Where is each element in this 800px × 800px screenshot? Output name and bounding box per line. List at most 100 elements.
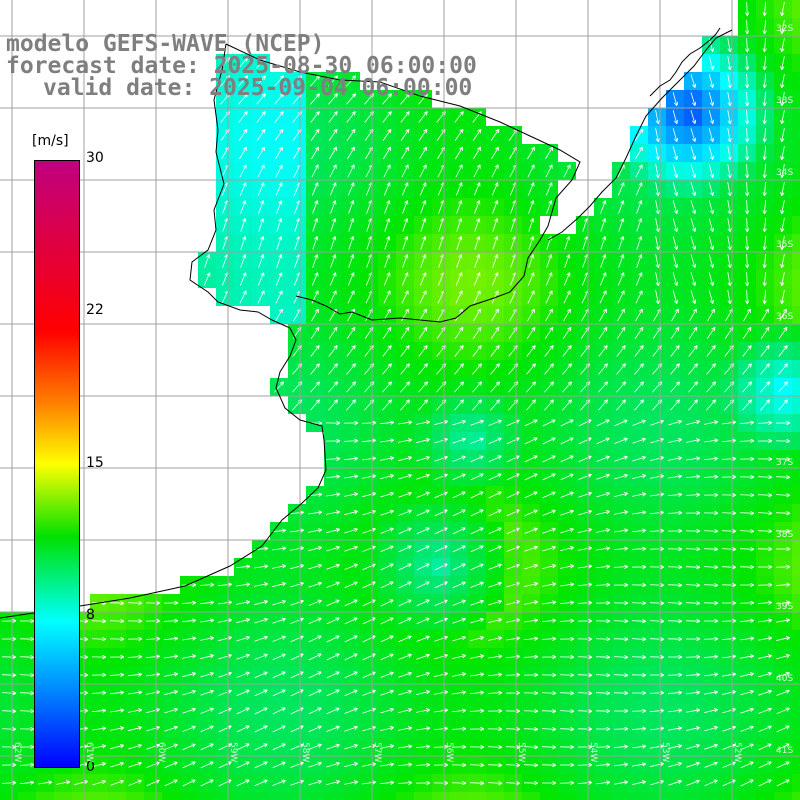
- wind-arrow: [382, 345, 392, 357]
- wind-arrow: [488, 581, 502, 588]
- wind-arrow: [472, 381, 483, 393]
- wind-arrow: [762, 235, 767, 251]
- wind-arrow: [775, 438, 791, 444]
- wind-arrow: [452, 437, 466, 444]
- wind-arrow: [472, 326, 482, 340]
- wind-arrow: [745, 145, 750, 161]
- wind-arrow: [401, 290, 409, 304]
- wind-arrow: [559, 600, 575, 605]
- wind-arrow: [311, 272, 319, 286]
- wind-arrow: [775, 420, 791, 426]
- wind-arrow: [739, 618, 755, 623]
- wind-arrow: [745, 271, 750, 287]
- wind-arrow: [488, 545, 502, 553]
- wind-arrow: [655, 200, 660, 215]
- wind-arrow: [398, 671, 412, 678]
- wind-arrow: [402, 200, 409, 214]
- wind-arrow: [546, 254, 553, 268]
- wind-arrow: [236, 582, 251, 587]
- wind-arrow: [668, 456, 683, 461]
- wind-arrow: [470, 473, 484, 481]
- wind-arrow: [473, 182, 481, 196]
- wind-arrow: [383, 290, 391, 304]
- wind-arrow: [636, 236, 643, 250]
- wind-arrow: [690, 200, 697, 214]
- wind-arrow: [416, 455, 430, 462]
- wind-arrow: [310, 93, 320, 105]
- wind-arrow: [400, 111, 410, 123]
- wind-arrow: [491, 164, 499, 178]
- wind-arrow: [560, 582, 575, 587]
- wind-arrow: [596, 491, 610, 498]
- wind-arrow: [780, 290, 785, 305]
- wind-arrow: [272, 653, 286, 661]
- wind-arrow: [398, 491, 412, 498]
- wind-arrow: [474, 200, 481, 214]
- wind-arrow: [452, 617, 466, 624]
- wind-speed-cell: [792, 432, 800, 450]
- wind-arrow: [454, 363, 464, 375]
- wind-arrow: [488, 437, 502, 445]
- wind-arrow: [721, 636, 737, 641]
- wind-arrow: [528, 218, 535, 232]
- wind-arrow: [416, 581, 430, 589]
- wind-speed-cell: [288, 792, 306, 800]
- wind-arrow: [419, 272, 427, 286]
- wind-arrow: [739, 492, 755, 498]
- wind-arrow: [780, 182, 785, 197]
- wind-arrow: [238, 57, 248, 69]
- wind-arrow: [542, 419, 556, 427]
- wind-arrow: [490, 399, 500, 411]
- wind-arrow: [757, 493, 773, 498]
- wind-arrow: [667, 636, 683, 642]
- wind-arrow: [524, 545, 538, 552]
- valid-date: valid date: 2025-09-04 06:00:00: [43, 75, 473, 101]
- wind-arrow: [596, 455, 610, 462]
- wind-arrow: [308, 528, 323, 533]
- wind-arrow: [618, 254, 625, 268]
- wind-arrow: [310, 345, 320, 357]
- wind-arrow: [200, 689, 214, 696]
- wind-arrow: [488, 455, 502, 463]
- wind-arrow: [127, 654, 143, 659]
- wind-arrow: [689, 308, 697, 322]
- wind-arrow: [380, 474, 395, 480]
- wind-arrow: [780, 164, 785, 179]
- wind-arrow: [382, 111, 392, 123]
- wind-arrow: [492, 236, 499, 250]
- wind-arrow: [330, 254, 337, 268]
- wind-speed-cell: [396, 792, 414, 800]
- wind-arrow: [145, 654, 161, 659]
- wind-speed-cell: [792, 252, 800, 270]
- wind-arrow: [745, 289, 750, 305]
- wind-arrow: [727, 200, 732, 215]
- wind-arrow: [272, 582, 287, 588]
- wind-arrow: [545, 146, 553, 160]
- wind-arrow: [617, 290, 625, 304]
- wind-arrow: [379, 420, 395, 425]
- wind-arrow: [685, 474, 701, 479]
- wind-arrow: [454, 381, 465, 393]
- wind-arrow: [544, 345, 554, 357]
- wind-arrow: [326, 599, 340, 607]
- wind-arrow: [344, 581, 358, 589]
- wind-arrow: [685, 546, 701, 552]
- wind-speed-cell: [684, 792, 702, 800]
- wind-arrow: [109, 654, 125, 660]
- wind-arrow: [488, 636, 503, 641]
- wind-arrow: [690, 218, 697, 232]
- wind-speed-cell: [792, 198, 800, 216]
- wind-arrow: [402, 254, 409, 268]
- wind-arrow: [636, 254, 643, 268]
- lat-label: 32S: [776, 24, 794, 34]
- wind-arrow: [739, 546, 755, 552]
- wind-arrow: [182, 689, 196, 696]
- wind-speed-cell: [702, 792, 720, 800]
- wind-arrow: [383, 272, 391, 286]
- wind-arrow: [599, 308, 607, 322]
- wind-arrow: [577, 691, 593, 696]
- wind-arrow: [667, 690, 683, 695]
- wind-arrow: [667, 528, 683, 534]
- wind-arrow: [560, 546, 575, 552]
